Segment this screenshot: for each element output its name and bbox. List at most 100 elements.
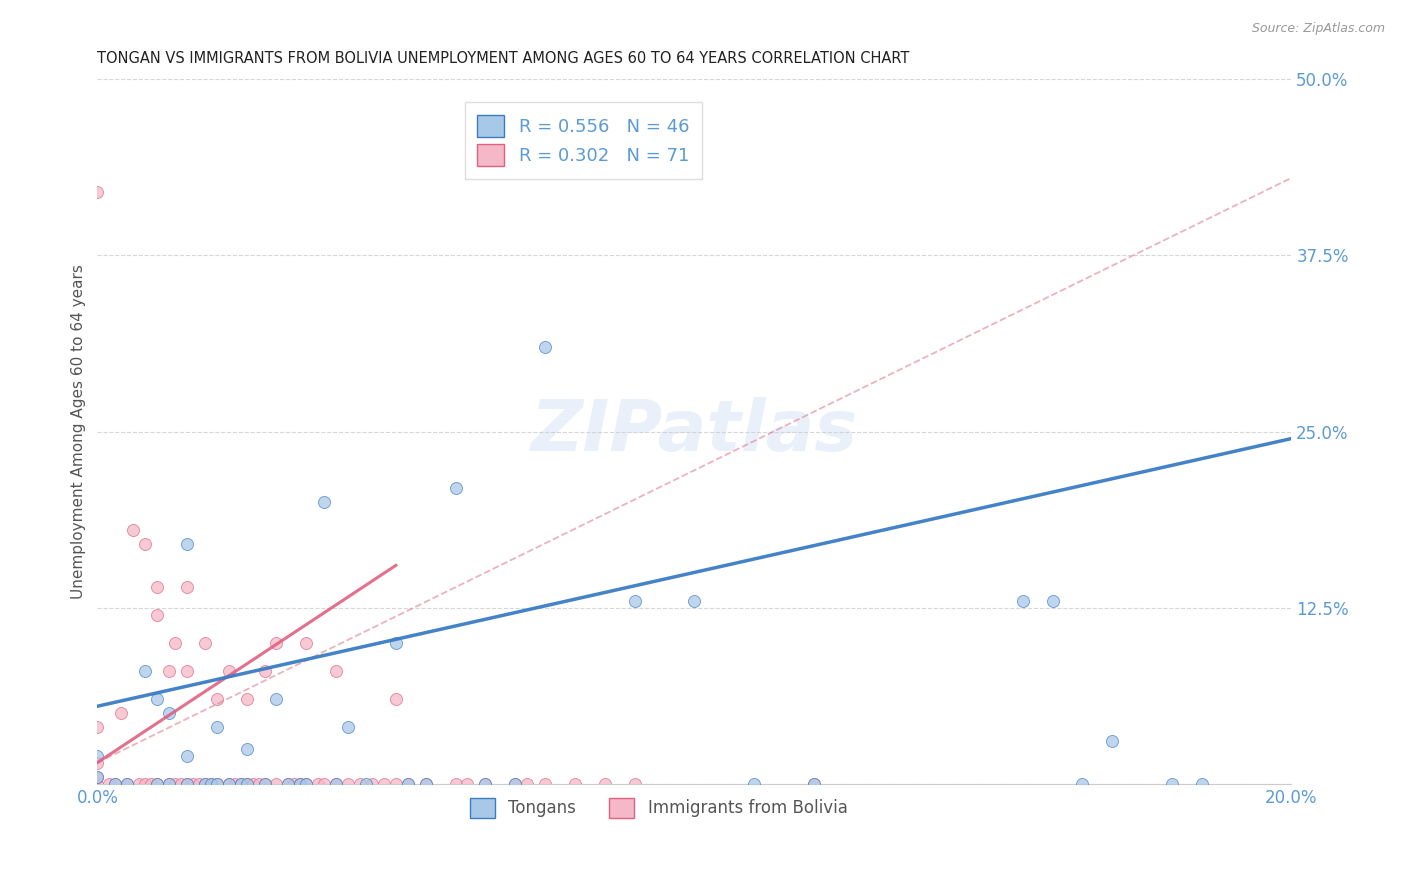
- Point: [134, 664, 156, 678]
- Point: [235, 777, 257, 791]
- Point: [623, 777, 645, 791]
- Text: Source: ZipAtlas.com: Source: ZipAtlas.com: [1251, 22, 1385, 36]
- Point: [266, 777, 288, 791]
- Point: [337, 777, 360, 791]
- Point: [146, 607, 169, 622]
- Point: [115, 777, 138, 791]
- Point: [205, 777, 228, 791]
- Point: [314, 777, 336, 791]
- Point: [163, 636, 186, 650]
- Point: [176, 777, 198, 791]
- Point: [194, 636, 217, 650]
- Point: [290, 777, 312, 791]
- Point: [325, 777, 347, 791]
- Text: TONGAN VS IMMIGRANTS FROM BOLIVIA UNEMPLOYMENT AMONG AGES 60 TO 64 YEARS CORRELA: TONGAN VS IMMIGRANTS FROM BOLIVIA UNEMPL…: [97, 51, 910, 66]
- Point: [134, 777, 156, 791]
- Point: [235, 741, 257, 756]
- Point: [146, 777, 169, 791]
- Point: [385, 692, 408, 706]
- Point: [86, 777, 108, 791]
- Point: [98, 777, 121, 791]
- Point: [307, 777, 329, 791]
- Point: [354, 777, 377, 791]
- Point: [295, 777, 318, 791]
- Point: [803, 777, 825, 791]
- Point: [444, 777, 467, 791]
- Point: [200, 777, 222, 791]
- Point: [534, 340, 557, 354]
- Point: [235, 777, 257, 791]
- Point: [290, 777, 312, 791]
- Point: [157, 664, 180, 678]
- Point: [134, 537, 156, 551]
- Point: [314, 495, 336, 509]
- Point: [235, 692, 257, 706]
- Point: [86, 185, 108, 199]
- Point: [115, 777, 138, 791]
- Point: [456, 777, 478, 791]
- Point: [503, 777, 526, 791]
- Point: [86, 748, 108, 763]
- Point: [229, 777, 252, 791]
- Point: [110, 706, 132, 721]
- Point: [253, 664, 276, 678]
- Point: [157, 777, 180, 791]
- Point: [444, 481, 467, 495]
- Point: [176, 664, 198, 678]
- Y-axis label: Unemployment Among Ages 60 to 64 years: Unemployment Among Ages 60 to 64 years: [72, 264, 86, 599]
- Point: [253, 777, 276, 791]
- Point: [277, 777, 299, 791]
- Point: [277, 777, 299, 791]
- Point: [128, 777, 150, 791]
- Point: [104, 777, 127, 791]
- Point: [253, 777, 276, 791]
- Point: [742, 777, 765, 791]
- Point: [1042, 593, 1064, 607]
- Point: [200, 777, 222, 791]
- Point: [176, 748, 198, 763]
- Point: [229, 777, 252, 791]
- Point: [516, 777, 538, 791]
- Point: [593, 777, 616, 791]
- Point: [218, 777, 240, 791]
- Point: [122, 523, 145, 537]
- Point: [242, 777, 264, 791]
- Point: [224, 777, 246, 791]
- Point: [415, 777, 437, 791]
- Point: [146, 777, 169, 791]
- Point: [139, 777, 162, 791]
- Point: [337, 720, 360, 734]
- Point: [266, 636, 288, 650]
- Point: [325, 777, 347, 791]
- Point: [503, 777, 526, 791]
- Point: [325, 664, 347, 678]
- Point: [623, 593, 645, 607]
- Point: [396, 777, 419, 791]
- Point: [373, 777, 395, 791]
- Point: [86, 770, 108, 784]
- Point: [683, 593, 706, 607]
- Point: [176, 777, 198, 791]
- Point: [349, 777, 371, 791]
- Legend: Tongans, Immigrants from Bolivia: Tongans, Immigrants from Bolivia: [463, 791, 853, 825]
- Point: [247, 777, 270, 791]
- Point: [86, 756, 108, 770]
- Point: [157, 777, 180, 791]
- Point: [1071, 777, 1094, 791]
- Point: [283, 777, 305, 791]
- Point: [385, 636, 408, 650]
- Point: [218, 664, 240, 678]
- Point: [176, 580, 198, 594]
- Point: [176, 537, 198, 551]
- Point: [194, 777, 217, 791]
- Point: [564, 777, 586, 791]
- Point: [396, 777, 419, 791]
- Point: [361, 777, 384, 791]
- Point: [205, 720, 228, 734]
- Point: [415, 777, 437, 791]
- Point: [295, 636, 318, 650]
- Point: [170, 777, 193, 791]
- Point: [157, 706, 180, 721]
- Point: [266, 692, 288, 706]
- Point: [1161, 777, 1184, 791]
